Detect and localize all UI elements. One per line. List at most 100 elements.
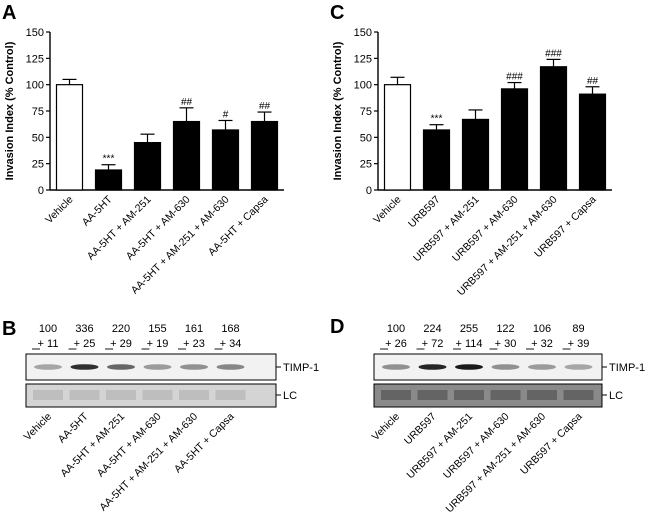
densitometry-mean: 255 — [460, 323, 478, 335]
densitometry-mean: 155 — [148, 323, 166, 335]
y-tick-label: 75 — [32, 106, 44, 118]
densitometry-mean: 89 — [572, 323, 584, 335]
blot-lane-label: URB597 + AM-251 — [405, 411, 476, 482]
significance-annotation: *** — [103, 154, 115, 165]
bar-3 — [172, 120, 201, 191]
loading-control-band — [527, 390, 557, 400]
timp1-band — [418, 364, 447, 370]
x-tick-label: AA-5HT — [80, 193, 115, 228]
panel-letter-a: A — [2, 2, 17, 24]
blot-lane-label: URB597 — [402, 411, 439, 448]
panel-letter-d: D — [330, 316, 345, 338]
densitometry-sem: + 23 — [183, 338, 205, 350]
bar-4 — [539, 66, 568, 191]
timp1-band — [34, 364, 62, 370]
blot-lane-label: Vehicle — [22, 411, 55, 444]
timp1-band — [382, 364, 410, 370]
significance-annotation: # — [223, 109, 229, 120]
bar-2 — [133, 142, 162, 191]
densitometry-mean: 161 — [185, 323, 203, 335]
bar-1 — [94, 169, 123, 191]
loading-control-band — [417, 390, 448, 400]
loading-control-band — [142, 390, 173, 400]
loading-control-band — [454, 390, 484, 400]
timp1-band — [70, 364, 99, 370]
densitometry-sem: + 39 — [568, 338, 590, 350]
timp1-band — [564, 364, 593, 370]
timp1-band — [216, 364, 245, 370]
densitometry-sem: + 34 — [220, 338, 242, 350]
densitometry-sem: + 25 — [74, 338, 96, 350]
lc-label: LC — [609, 390, 623, 402]
densitometry-sem: + 30 — [495, 338, 517, 350]
y-tick-label: 0 — [38, 185, 44, 197]
timp1-band — [528, 364, 556, 370]
y-tick-label: 75 — [360, 106, 372, 118]
bar-0 — [383, 84, 412, 191]
densitometry-mean: 122 — [496, 323, 514, 335]
y-tick-label: 50 — [360, 132, 372, 144]
significance-annotation: ## — [181, 97, 193, 108]
y-tick-label: 0 — [366, 185, 372, 197]
densitometry-sem: + 114 — [455, 338, 482, 350]
y-tick-label: 25 — [32, 159, 44, 171]
densitometry-mean: 106 — [533, 323, 551, 335]
y-tick-label: 100 — [26, 80, 44, 92]
y-axis-label: Invasion Index (% Control) — [4, 41, 16, 180]
bar-1 — [422, 129, 451, 191]
densitometry-mean: 224 — [423, 323, 441, 335]
significance-annotation: ## — [259, 101, 271, 112]
panel-letter-b: B — [2, 318, 17, 340]
x-tick-label: URB597 + AM-251 — [411, 194, 482, 265]
densitometry-mean: 220 — [112, 323, 130, 335]
densitometry-sem: + 11 — [38, 338, 59, 350]
densitometry-sem: + 32 — [531, 338, 553, 350]
bar-5 — [578, 93, 607, 191]
densitometry-mean: 100 — [387, 323, 405, 335]
densitometry-mean: 168 — [221, 323, 239, 335]
timp1-band — [491, 364, 520, 370]
blot-lane-label: URB597 + AM-630 — [441, 411, 512, 482]
blot-lane-label: Vehicle — [370, 411, 403, 444]
timp1-band — [143, 364, 172, 370]
significance-annotation: ### — [506, 72, 523, 83]
y-tick-label: 25 — [360, 159, 372, 171]
loading-control-band — [179, 390, 209, 400]
x-tick-label: Vehicle — [371, 194, 404, 227]
x-tick-label: Vehicle — [43, 194, 76, 227]
x-tick-label: URB597 — [406, 194, 443, 231]
y-tick-label: 150 — [354, 27, 372, 39]
densitometry-sem: + 19 — [147, 338, 169, 350]
loading-control-band — [106, 390, 136, 400]
loading-control-band — [33, 390, 63, 400]
y-tick-label: 50 — [32, 132, 44, 144]
densitometry-mean: 100 — [39, 323, 57, 335]
blot-lane-label: AA-5HT + AM-251 — [58, 411, 127, 480]
significance-annotation: ### — [545, 48, 562, 59]
timp1-band — [455, 364, 483, 370]
panel-letter-c: C — [330, 2, 345, 24]
y-tick-label: 125 — [354, 53, 372, 65]
bar-0 — [55, 84, 84, 191]
significance-annotation: *** — [431, 114, 443, 125]
bar-4 — [211, 129, 240, 191]
timp1-label: TIMP-1 — [609, 362, 645, 374]
bar-3 — [500, 88, 529, 191]
bar-5 — [250, 120, 279, 191]
significance-annotation: ## — [587, 76, 599, 87]
loading-control-band — [69, 390, 100, 400]
densitometry-sem: + 29 — [110, 338, 132, 350]
loading-control-band — [381, 390, 411, 400]
loading-control-band — [215, 390, 246, 400]
timp1-band — [180, 364, 208, 370]
bar-2 — [461, 118, 490, 191]
y-tick-label: 150 — [26, 27, 44, 39]
x-tick-label: URB597 + AM-630 — [450, 194, 521, 265]
blot-lane-label: URB597 + Capsa — [518, 411, 585, 478]
timp1-band — [107, 364, 135, 370]
blot-lane-label: AA-5HT + AM-630 — [95, 411, 164, 480]
densitometry-sem: + 72 — [422, 338, 444, 350]
lc-label: LC — [283, 390, 297, 402]
y-tick-label: 100 — [354, 80, 372, 92]
